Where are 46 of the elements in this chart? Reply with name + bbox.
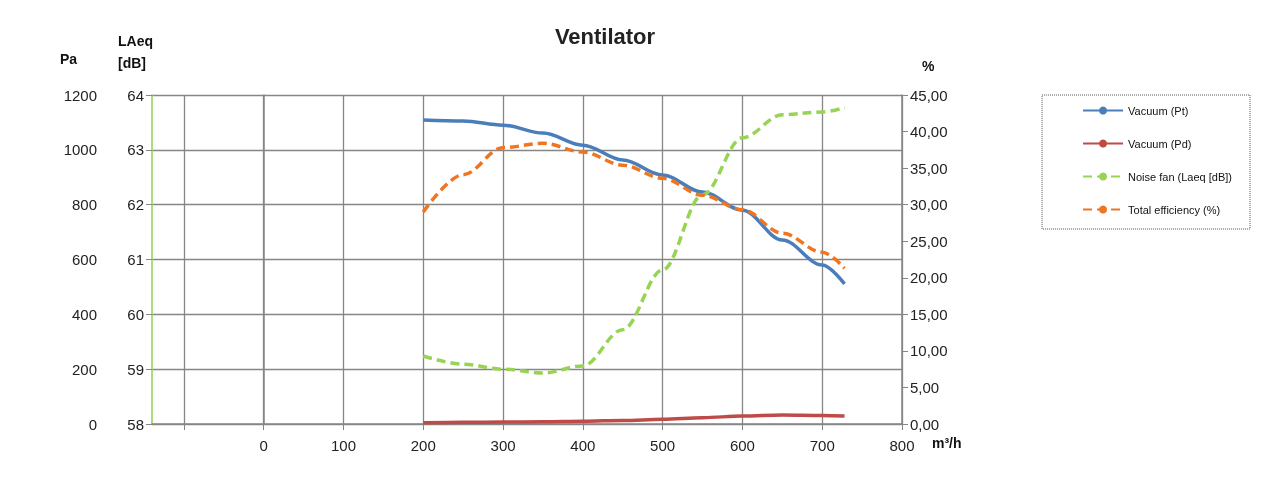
y3-tick-label: 63 [127,141,144,159]
y2-tick-label: 30,00 [910,196,948,214]
y2-axis-title: % [922,58,935,74]
line-series [421,118,847,286]
y-tick-label: 1000 [63,141,97,159]
y2-tick-label: 45,00 [910,86,948,104]
x-tick-label: 800 [889,437,915,454]
y3-tick-label: 62 [127,196,144,214]
y-axis-title: Pa [60,51,78,67]
y-tick-label: 400 [71,305,97,323]
y2-tick-label: 25,00 [910,232,948,250]
y2-tick-label: 15,00 [910,305,948,323]
y-tick-label: 0 [88,415,97,433]
x-tick-label: 700 [809,437,835,454]
y-tick-label: 800 [71,196,97,214]
y2-tick-label: 10,00 [910,342,948,360]
y3-tick-label: 64 [127,86,144,104]
legend-label: Noise fan (Laeq [dB]) [1128,170,1233,183]
chart-title: Ventilator [554,23,656,49]
x-tick-label: 600 [729,437,755,454]
line-series [421,141,847,271]
y-tick-label: 200 [71,360,97,378]
y-tick-label: 600 [71,251,97,268]
x-tick-label: 200 [410,437,436,454]
line-series [421,413,847,425]
y3-tick-label: 61 [127,251,144,268]
y3-axis-title: LAeq [dB] [118,33,157,71]
y3-tick-label: 58 [127,415,144,433]
y2-tick-label: 40,00 [910,123,948,141]
x-tick-label: 300 [490,437,516,454]
legend-label: Vacuum (Pt) [1128,104,1189,117]
y2-tick-label: 35,00 [910,159,948,177]
x-tick-label: 100 [330,437,357,454]
y2-tick-label: 0,00 [910,415,940,433]
x-tick-label: 400 [570,437,596,454]
legend-label: Total efficiency (%) [1128,203,1221,216]
y3-tick-label: 60 [127,305,144,323]
x-axis-title: m³/h [932,435,962,451]
y2-tick-label: 5,00 [910,378,940,396]
y3-tick-label: 59 [127,360,144,378]
y-tick-label: 1200 [63,86,97,104]
y2-tick-label: 20,00 [910,269,948,287]
x-tick-label: 500 [650,437,676,454]
line-series [421,105,847,375]
legend-label: Vacuum (Pd) [1128,137,1192,150]
x-tick-label: 0 [259,437,268,454]
